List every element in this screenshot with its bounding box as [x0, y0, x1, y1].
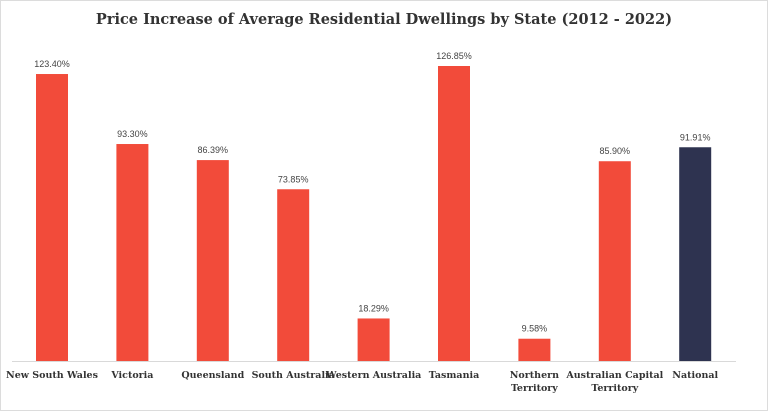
x-tick-label: Northern: [510, 370, 559, 381]
bar: [438, 66, 470, 361]
x-tick-label: South Australia: [252, 370, 335, 381]
x-tick-label: Queensland: [181, 370, 244, 381]
bar: [518, 338, 551, 361]
data-label: 9.58%: [522, 324, 548, 334]
x-tick-label: Tasmania: [429, 370, 480, 381]
x-tick-label: Western Australia: [325, 370, 422, 381]
bar: [36, 74, 68, 361]
x-tick-label: New South Wales: [6, 370, 98, 381]
data-label: 85.90%: [600, 146, 631, 156]
data-label: 91.91%: [680, 132, 711, 142]
data-label: 86.39%: [198, 145, 229, 155]
bar: [277, 189, 310, 361]
bar: [679, 147, 712, 361]
data-label: 93.30%: [117, 129, 148, 139]
bar: [357, 318, 390, 361]
x-tick-label: Victoria: [110, 370, 153, 381]
x-tick-label: Australian Capital: [565, 370, 663, 381]
bar: [598, 161, 631, 361]
data-label: 126.85%: [436, 51, 472, 61]
x-tick-label: Territory: [591, 383, 638, 394]
chart-title: Price Increase of Average Residential Dw…: [96, 11, 672, 28]
bar: [196, 160, 229, 361]
data-label: 18.29%: [358, 303, 389, 313]
data-label: 123.40%: [34, 59, 70, 69]
bar: [116, 144, 149, 361]
data-label: 73.85%: [278, 174, 309, 184]
bars-group: 123.40% New South Wales 93.30% Victoria 86.3…: [6, 51, 718, 394]
x-tick-label: National: [672, 370, 718, 381]
x-tick-label: Territory: [511, 383, 558, 394]
